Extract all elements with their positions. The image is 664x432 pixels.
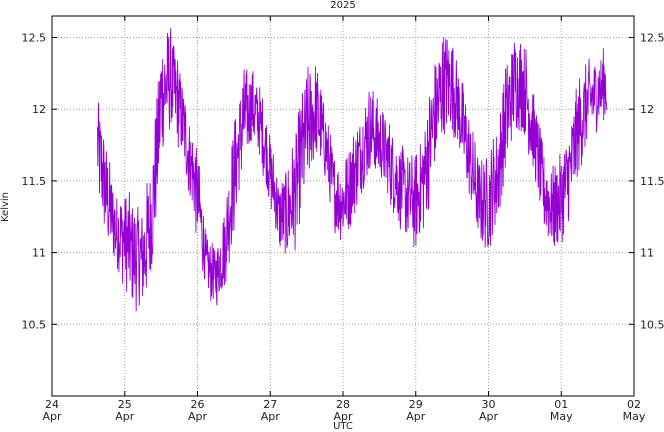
x-tick-label-month: Apr: [333, 410, 353, 423]
x-tick-label-month: May: [550, 410, 573, 423]
x-tick-label-day: 01: [554, 398, 568, 411]
y-tick-label-left: 11.5: [22, 175, 47, 188]
data-series: [97, 27, 608, 312]
x-tick-label-day: 28: [336, 398, 350, 411]
x-tick-label-month: Apr: [406, 410, 426, 423]
x-tick-label-day: 02: [627, 398, 641, 411]
x-tick-label-day: 25: [118, 398, 132, 411]
y-tick-label-right: 11: [640, 247, 654, 260]
x-tick-label-month: Apr: [188, 410, 208, 423]
x-tick-label: 30 Apr: [479, 398, 499, 423]
x-tick-label: 28 Apr: [333, 398, 353, 423]
x-tick-label: 24 Apr: [42, 398, 62, 423]
series-line: [97, 27, 608, 312]
y-tick-label-left: 10.5: [22, 318, 47, 331]
y-tick-label-right: 12.5: [640, 32, 664, 45]
x-tick-label-day: 30: [482, 398, 496, 411]
x-tick-label-month: May: [623, 410, 646, 423]
y-tick-label-left: 12: [32, 103, 46, 116]
y-tick-label-left: 12.5: [22, 32, 47, 45]
x-tick-label-month: Apr: [479, 410, 499, 423]
y-tick-label-right: 11.5: [640, 175, 664, 188]
x-tick-label-month: Apr: [42, 410, 62, 423]
x-tick-label: 02 May: [623, 398, 646, 423]
y-tick-label-right: 12: [640, 103, 654, 116]
x-tick-label: 29 Apr: [406, 398, 426, 423]
tick-marks: [51, 16, 635, 396]
x-axis-label: UTC: [333, 421, 353, 432]
y-tick-label-left: 11: [32, 247, 46, 260]
x-tick-label: 27 Apr: [261, 398, 281, 423]
x-tick-label: 25 Apr: [115, 398, 135, 423]
x-tick-label-month: Apr: [261, 410, 281, 423]
x-tick-label-day: 26: [191, 398, 205, 411]
y-axis-label: Kelvin: [0, 192, 11, 222]
chart-title: 2025: [330, 0, 355, 11]
x-tick-label-month: Apr: [115, 410, 135, 423]
x-tick-label-day: 24: [45, 398, 59, 411]
x-tick-label-day: 27: [263, 398, 277, 411]
x-tick-label: 01 May: [550, 398, 573, 423]
x-tick-label-day: 29: [409, 398, 423, 411]
y-tick-label-right: 10.5: [640, 318, 664, 331]
x-tick-label: 26 Apr: [188, 398, 208, 423]
